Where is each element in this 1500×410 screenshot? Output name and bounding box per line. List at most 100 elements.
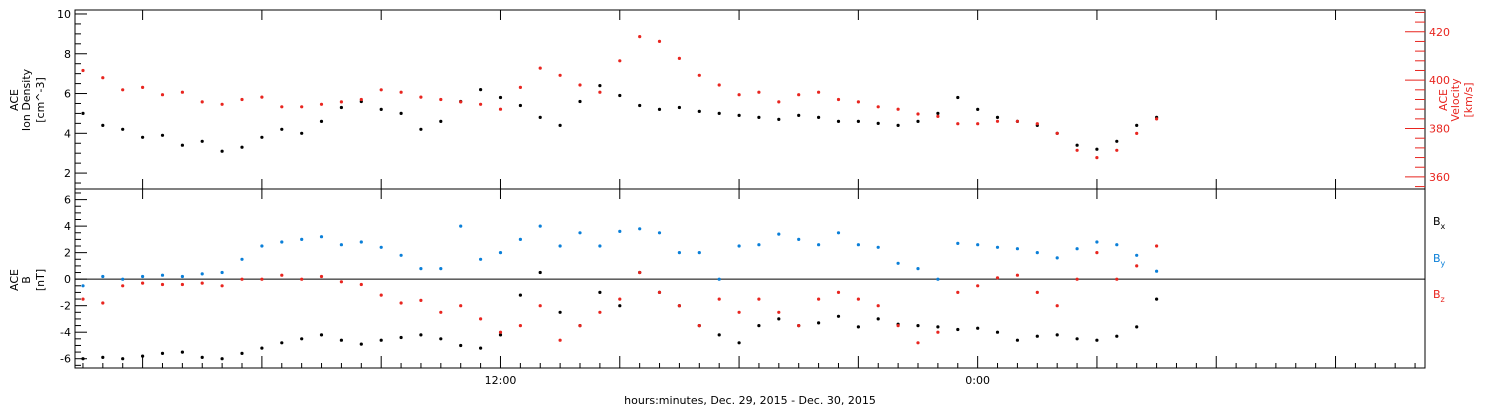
bz-point [1035,290,1039,294]
bx-point [240,351,244,355]
bx-point [81,357,85,361]
density-point [558,123,562,127]
density-point [280,127,284,131]
velocity-point [657,39,662,44]
velocity-point [737,93,741,97]
by-point [1055,256,1059,260]
bz-point [697,324,701,328]
bx-point [916,324,920,328]
density-point [180,143,184,147]
velocity-point [518,85,523,89]
velocity-point [916,112,920,116]
density-point [1095,147,1099,151]
bx-point [995,330,1000,334]
bz-point [717,297,721,301]
bz-point [518,324,523,328]
bz-point [777,310,781,314]
by-point [558,244,562,248]
ion-density-label-line1: ACE [8,89,21,111]
density-point [856,119,861,123]
bx-point [737,341,741,345]
density-point [101,123,105,127]
legend-subscript: x [1441,222,1446,231]
velocity-unit-label: [km/s] [1462,82,1475,117]
bx-point [280,341,284,345]
by-point [419,267,423,271]
by-point [180,274,184,279]
by-point [359,240,363,244]
bz-point [657,290,662,294]
velocity-point [220,102,224,106]
density-point [916,119,920,123]
by-point [439,267,443,271]
by-point [757,243,761,247]
bz-point [81,297,85,301]
bx-point [160,351,165,355]
velocity-label-line1: ACE [1437,89,1450,111]
velocity-point [121,88,125,92]
density-series [81,84,1159,153]
bx-point [1135,325,1139,329]
bx-point [101,355,105,359]
velocity-point [419,95,423,99]
bx-point [498,333,503,337]
velocity-point [300,105,304,109]
by-point [578,231,582,235]
by-point [260,244,264,248]
velocity-point [81,68,85,73]
bz-point [399,301,403,305]
magnetic-field-label-line2: B [20,276,33,284]
magnetic-field-unit-label: [nT] [34,269,47,291]
legend-entry-By: By [1433,252,1446,268]
bx-point [1075,337,1079,341]
bx-point [956,327,960,332]
bz-point [101,301,105,305]
density-point [836,119,841,123]
velocity-point [836,97,841,102]
by-point [598,244,602,248]
velocity-point [379,88,383,92]
time-tick-label: 12:00 [485,374,517,387]
bx-point [836,314,841,318]
bz-point [677,304,682,308]
density-point [220,149,224,153]
density-tick-label: 10 [57,8,71,21]
bx-point [319,333,324,337]
by-point [916,267,920,271]
density-point [319,119,324,123]
by-point [479,257,483,261]
bx-point [439,337,443,341]
velocity-point [498,107,503,111]
b-tick-label: 0 [64,273,71,286]
bz-point [359,282,363,287]
velocity-point [598,90,602,94]
bz-point [280,273,284,277]
by-point [399,253,403,257]
density-point [995,115,1000,119]
velocity-point [160,93,165,97]
bz-point [976,284,980,288]
bx-point [976,326,980,330]
legend-entry-Bx: Bx [1433,215,1446,231]
by-point [538,224,542,228]
by-point [1135,253,1139,257]
bz-point [916,341,920,345]
by-point [1095,240,1099,244]
density-point [1075,143,1079,147]
density-point [1135,123,1139,127]
x-axis-label: hours:minutes, Dec. 29, 2015 - Dec. 30, … [624,394,876,407]
density-point [339,105,343,110]
time-axis: 12:00 0:00 [82,10,1416,387]
velocity-point [1015,119,1020,123]
bx-point [339,338,343,342]
by-point [657,231,662,235]
velocity-point [777,100,781,104]
by-point [856,243,861,247]
by-point [459,224,463,228]
legend-entry-Bz: Bz [1433,288,1445,304]
bx-point [538,270,542,275]
magnetic-field-label-line1: ACE [8,269,21,291]
by-point [518,237,523,241]
velocity-point [479,102,483,106]
velocity-point [876,105,880,109]
